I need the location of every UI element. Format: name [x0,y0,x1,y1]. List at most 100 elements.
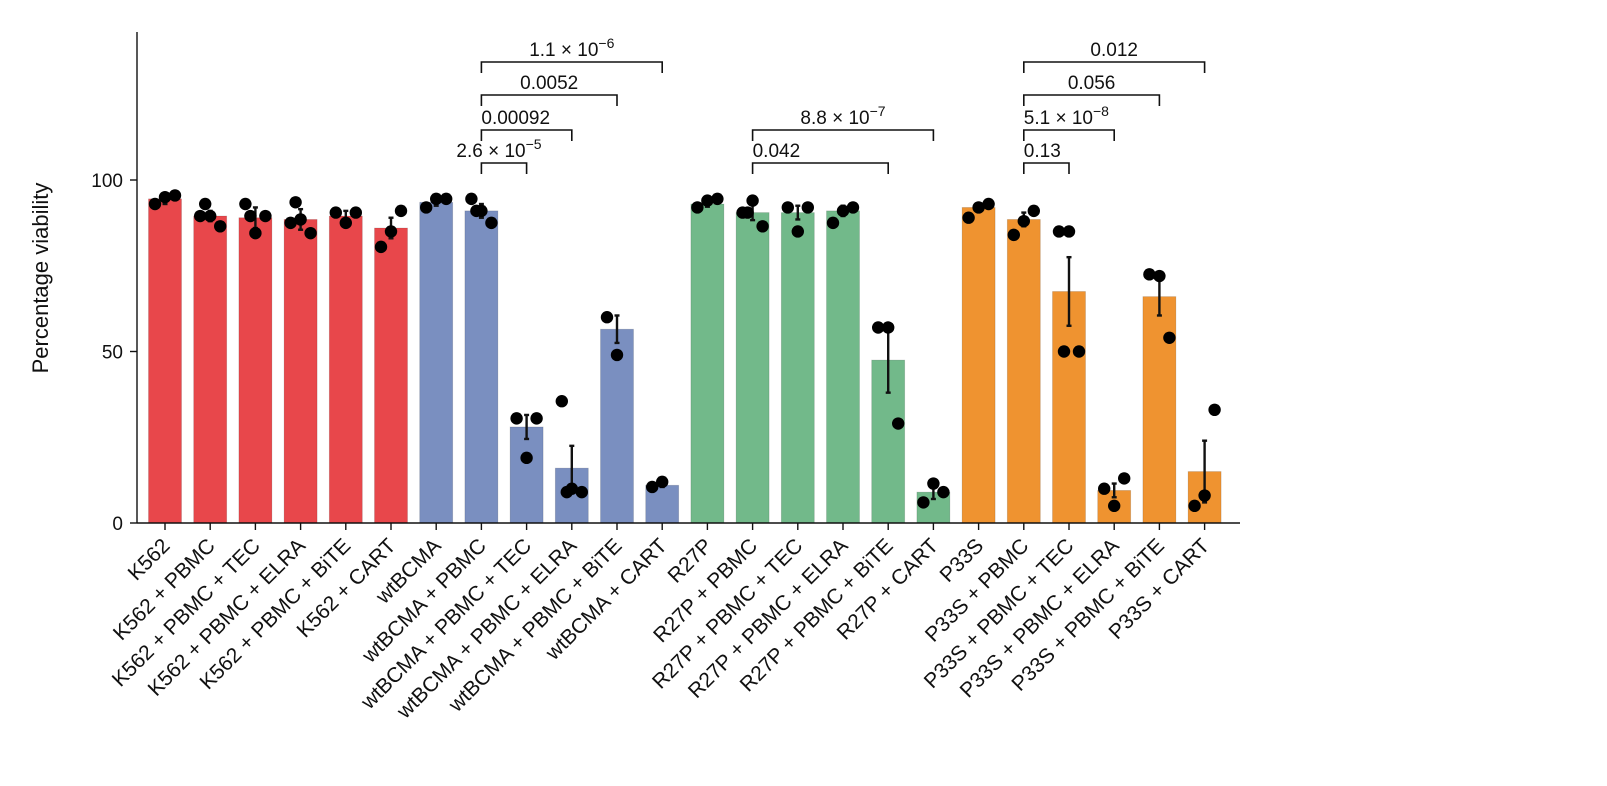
data-point-1-3 [168,189,182,202]
p-value-label-8: 0.056 [1068,73,1116,94]
significance-bracket-8 [1023,94,1161,106]
data-point-10-4 [560,485,573,499]
p-value-exponent-5: −7 [870,103,886,119]
bar-8 [464,210,499,524]
error-bars-layer [162,192,1208,504]
y-ticks-layer: 0 50 100 [91,171,137,535]
data-point-17-1 [872,321,885,334]
p-value-mantissa-5: 8.8 × 10 [800,108,869,129]
p-value-label-2: 0.0052 [520,73,578,94]
data-point-8-4 [470,204,483,218]
bar-4 [283,219,318,524]
bar-9 [509,426,544,524]
data-point-9-2 [520,451,533,465]
data-point-24-1 [1188,499,1201,513]
data-point-19-3 [982,197,995,211]
data-point-13-1 [691,201,704,214]
bar-13 [690,203,725,524]
data-point-14-2 [746,194,759,207]
data-point-7-1 [420,201,433,214]
p-value-mantissa-9: 5.1 × 10 [1024,108,1093,129]
data-point-19-2 [972,201,985,214]
p-value-label-1: 1.1 × 10−6 [529,35,614,61]
data-points-layer [148,189,1221,513]
data-point-20-1 [1007,228,1020,242]
data-point-21-2 [1062,225,1076,238]
p-value-label-5: 8.8 × 10−7 [800,103,885,129]
p-value-label-10: 0.13 [1024,141,1061,162]
p-value-label-7: 0.012 [1090,40,1138,61]
data-point-16-2 [836,204,850,218]
data-point-1-2 [158,190,172,204]
data-point-6-3 [394,204,408,218]
data-point-10-3 [575,485,588,499]
data-point-2-3 [214,220,227,233]
bar-19 [961,207,996,524]
data-point-2-1 [194,209,207,223]
data-point-22-2 [1108,499,1121,513]
data-point-4-1 [284,216,297,230]
data-point-5-2 [339,216,352,230]
data-point-8-3 [485,216,498,230]
axes-layer: Percentage viability [28,32,1240,524]
data-point-4-2 [294,213,307,226]
data-point-22-1 [1098,482,1111,495]
data-point-23-2 [1153,269,1166,283]
data-point-8-1 [465,192,478,206]
bars-layer [148,198,1222,524]
data-point-17-3 [892,417,905,430]
data-point-10-1 [555,395,568,408]
data-point-11-1 [600,311,614,324]
data-point-14-4 [741,206,754,219]
data-point-20-3 [1027,204,1041,218]
data-point-19-1 [962,211,975,224]
bar-20 [1006,219,1041,524]
bar-6 [374,227,408,524]
data-point-20-2 [1017,214,1030,228]
p-value-label-3: 0.00092 [481,108,550,129]
data-point-11-2 [610,348,624,362]
data-point-5-3 [349,206,362,219]
data-point-6-1 [374,240,388,254]
bar-23 [1142,296,1177,524]
bar-11 [600,328,634,524]
significance-bracket-1 [480,61,663,73]
significance-brackets-layer: 1.1 × 10−6 0.0052 0.00092 2.6 × 10−5 8.8 × 1… [456,35,1206,174]
data-point-21-4 [1057,345,1071,358]
significance-bracket-10 [1023,162,1070,174]
p-value-mantissa-1: 1.1 × 10 [529,40,598,61]
data-point-2-2 [204,209,217,223]
data-point-7-2 [430,192,443,206]
data-point-9-1 [510,412,523,425]
data-point-3-3 [259,209,272,223]
data-point-13-3 [711,192,724,206]
data-point-22-3 [1118,472,1131,485]
significance-bracket-5 [751,129,935,141]
data-point-3-4 [244,209,257,223]
significance-bracket-6 [751,162,889,174]
bar-21 [1052,291,1086,524]
p-value-exponent-4: −5 [526,136,542,152]
data-point-14-3 [756,220,769,233]
bar-3 [238,217,273,524]
y-tick-label-100: 100 [91,171,123,192]
p-value-label-6: 0.042 [753,141,801,162]
data-point-24-2 [1198,489,1211,502]
data-point-15-3 [801,201,814,214]
y-tick-label-50: 50 [102,343,123,364]
data-point-16-3 [846,201,860,214]
data-point-4-4 [289,196,302,209]
data-point-7-3 [440,192,453,206]
data-point-12-1 [646,480,659,494]
data-point-17-2 [882,321,895,334]
p-value-mantissa-4: 2.6 × 10 [456,141,525,162]
data-point-4-3 [304,226,317,240]
data-point-9-3 [530,412,543,425]
y-tick-label-0: 0 [112,514,123,535]
data-point-13-2 [701,194,714,207]
data-point-2-4 [199,197,212,211]
bar-2 [193,215,228,524]
data-point-12-2 [656,475,669,489]
bar-7 [419,201,454,524]
